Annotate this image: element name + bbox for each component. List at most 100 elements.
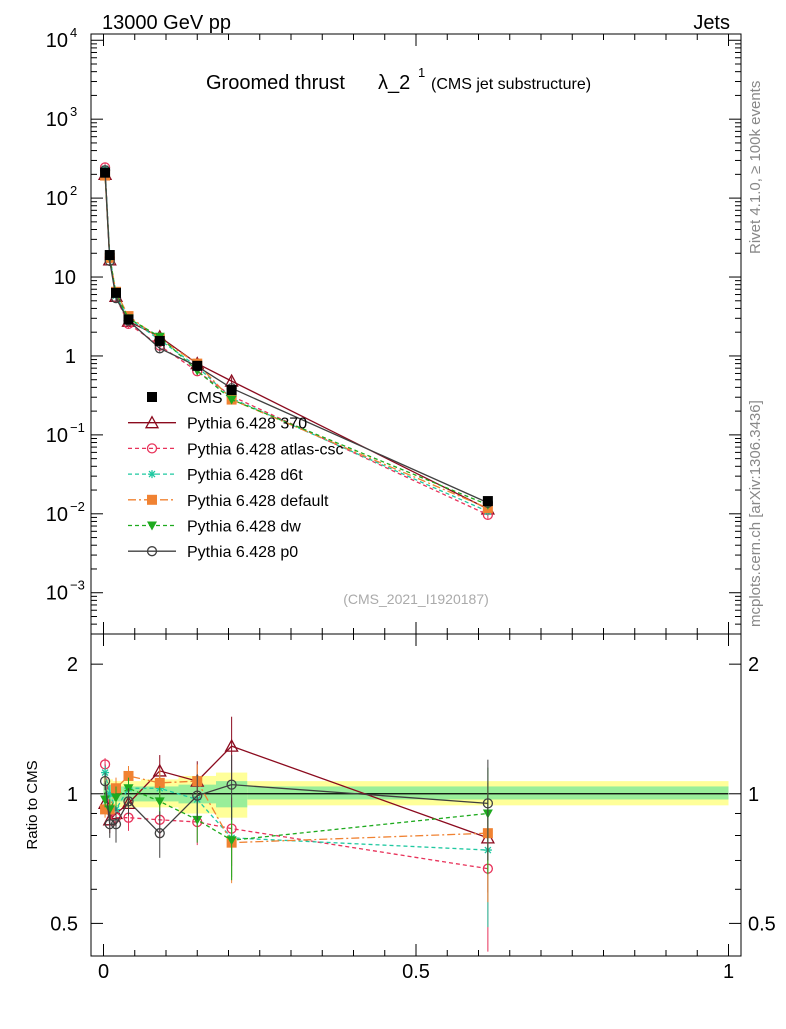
ratio-point-4	[111, 793, 121, 803]
ratio-point-5	[123, 796, 134, 807]
series-point-0-shape	[100, 167, 111, 178]
ratio-point-4	[226, 836, 237, 846]
series-point-0-shape	[154, 335, 165, 346]
legend-marker-6	[146, 546, 158, 557]
series-point-0-shape	[226, 385, 237, 396]
legend-label-4: Pythia 6.428 default	[187, 493, 329, 510]
ratio-point-5-shape	[99, 775, 111, 787]
legend-marker-1-shape	[144, 415, 160, 429]
series-point-0-shape	[482, 496, 493, 507]
legend-marker-1	[144, 415, 160, 429]
legend-item-1: Pythia 6.428 370	[128, 415, 307, 433]
legend-marker-2	[146, 443, 158, 454]
ratio-y-label-right-2: 2	[748, 654, 759, 676]
ratio-point-2-shape	[105, 789, 114, 798]
ratio-point-4	[154, 797, 165, 807]
legend-marker-6-shape	[146, 546, 158, 557]
main-y-label-3: 10	[54, 267, 76, 289]
side-rivet: Rivet 4.1.0, ≥ 100k events	[747, 81, 764, 254]
main-y-label-7: 10	[46, 583, 68, 605]
legend-label-2: Pythia 6.428 atlas-csc	[187, 441, 344, 458]
main-y-label-exp-0: 4	[70, 25, 77, 40]
ratio-point-5-shape	[192, 790, 203, 801]
legend-item-4: Pythia 6.428 default	[128, 493, 329, 510]
ratio-point-4-shape	[111, 793, 121, 803]
legend-label-1: Pythia 6.428 370	[187, 416, 307, 433]
series-point-0	[104, 250, 115, 261]
ratio-point-5-shape	[154, 828, 165, 839]
ratio-point-5-shape	[226, 779, 237, 790]
ratio-y-label-right-1: 1	[748, 784, 759, 806]
ratio-point-5	[154, 828, 165, 839]
main-y-label-exp-6: −2	[70, 499, 85, 514]
main-y-label-5: 10	[46, 425, 68, 447]
ratio-point-3	[154, 777, 165, 788]
legend-marker-4-shape	[147, 494, 157, 505]
main-y-label-exp-5: −1	[70, 420, 85, 435]
legend-marker-3-shape	[148, 470, 156, 479]
side-mcplots: mcplots.cern.ch [arXiv:1306.3436]	[747, 400, 764, 627]
ratio-y-label-0: 0.5	[50, 913, 78, 935]
ratio-line-4	[104, 787, 488, 841]
ratio-point-2	[105, 789, 114, 798]
main-y-label-4: 1	[65, 346, 76, 368]
series-point-0	[154, 335, 165, 346]
ratio-point-3-shape	[154, 777, 165, 788]
header-right: Jets	[693, 12, 730, 34]
ratio-x-label-1: 0.5	[402, 961, 430, 983]
main-y-label-1: 10	[46, 109, 68, 131]
series-point-0	[111, 287, 121, 298]
legend-marker-2-shape	[146, 443, 158, 454]
ratio-point-4	[104, 805, 115, 815]
ratio-panel: 0.5 0.5 1 1 2 2 0 0.5 1 Ratio to CMS	[24, 633, 776, 983]
main-y-label-exp-2: 2	[70, 183, 77, 198]
legend-marker-5	[147, 521, 157, 531]
ratio-point-0	[224, 738, 239, 752]
header-left: 13000 GeV pp	[102, 12, 231, 34]
series-point-0-shape	[104, 250, 115, 261]
ratio-x-label-0: 0	[98, 961, 109, 983]
legend-label-0: CMS	[187, 390, 223, 407]
legend-label-6: Pythia 6.428 p0	[187, 544, 298, 561]
ratio-point-4-shape	[226, 836, 237, 846]
main-y-label-exp-1: 3	[70, 104, 77, 119]
ratio-x-ticks	[103, 634, 729, 956]
ratio-point-4-shape	[154, 797, 165, 807]
series-point-0-shape	[192, 360, 203, 371]
ratio-point-5	[192, 790, 203, 801]
series-point-0-shape	[123, 314, 134, 325]
ratio-point-4-shape	[192, 815, 203, 825]
ratio-point-4	[100, 795, 111, 805]
main-y-ticks	[91, 39, 741, 635]
legend-item-6: Pythia 6.428 p0	[128, 544, 298, 561]
series-point-0-shape	[111, 287, 121, 298]
ratio-point-0-shape	[224, 738, 239, 752]
ratio-series-5	[99, 755, 494, 861]
ratio-point-4-shape	[100, 795, 111, 805]
series-0	[100, 167, 493, 507]
ratio-y-label-1: 1	[67, 784, 78, 806]
main-x-ticks	[103, 34, 729, 634]
ratio-point-5-shape	[123, 796, 134, 807]
ratio-point-5	[482, 798, 494, 809]
analysis-label: (CMS_2021_I1920187)	[343, 591, 489, 607]
ratio-point-5	[110, 819, 122, 830]
chart-title-lambda: λ_2	[378, 72, 410, 94]
ratio-line-5	[104, 781, 488, 835]
main-y-label-6: 10	[46, 504, 68, 526]
legend-item-5: Pythia 6.428 dw	[128, 519, 301, 536]
ratio-point-5	[226, 779, 237, 790]
legend-item-3: Pythia 6.428 d6t	[128, 467, 303, 484]
legend-item-2: Pythia 6.428 atlas-csc	[128, 441, 344, 458]
series-point-0	[482, 496, 493, 507]
series-point-5	[226, 395, 237, 405]
legend-label-5: Pythia 6.428 dw	[187, 519, 301, 536]
series-point-0	[100, 167, 111, 178]
main-y-label-2: 10	[46, 188, 68, 210]
ratio-point-3	[123, 770, 134, 781]
series-point-0	[226, 385, 237, 396]
ratio-line-3	[105, 775, 488, 844]
